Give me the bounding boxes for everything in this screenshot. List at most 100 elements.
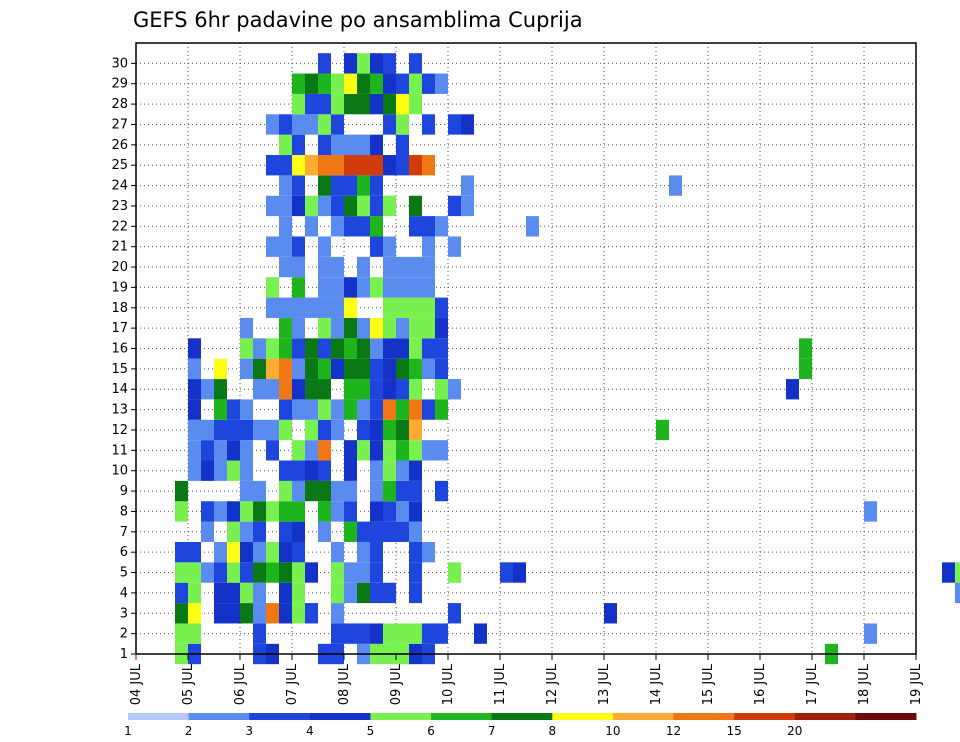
precip-cell (396, 460, 409, 481)
precip-cell (240, 603, 253, 624)
y-tick-label: 15 (111, 362, 128, 377)
precip-cell (370, 501, 383, 522)
precip-cell (279, 195, 292, 217)
precip-cell (240, 338, 253, 359)
x-tick-label: 12 JUL (545, 663, 560, 705)
precip-cell (422, 277, 435, 298)
colorbar-swatch (370, 713, 432, 720)
precip-cell (188, 623, 201, 644)
precip-cell (266, 114, 279, 135)
precip-cell (955, 582, 960, 604)
colorbar-label: 4 (306, 724, 314, 738)
precip-cell (396, 317, 409, 339)
precip-cell (370, 73, 383, 94)
precip-cell (279, 562, 292, 583)
precip-cell (383, 399, 396, 420)
precip-cell (383, 195, 396, 217)
precip-cell (240, 541, 253, 563)
precip-cell (292, 114, 305, 135)
precip-cell (344, 277, 357, 298)
precip-cell (227, 562, 240, 583)
colorbar-label: 5 (367, 724, 375, 738)
precip-cell (214, 562, 227, 583)
precip-cell (305, 155, 318, 176)
precip-cell (318, 399, 331, 420)
precip-cell (344, 562, 357, 583)
precip-cell (227, 460, 240, 481)
precip-cell (422, 73, 435, 94)
precip-cell (396, 501, 409, 522)
precip-cell (383, 155, 396, 176)
precip-cell (214, 440, 227, 461)
precip-cell (409, 256, 422, 278)
x-tick-label: 11 JUL (493, 663, 508, 705)
precip-cell (383, 317, 396, 339)
precip-cell (448, 236, 461, 257)
precip-cell (279, 358, 292, 380)
x-tick-label: 17 JUL (805, 663, 820, 705)
precip-cell (201, 419, 214, 441)
precip-cell (279, 317, 292, 339)
precip-cell (799, 338, 812, 359)
precip-cell (344, 317, 357, 339)
y-tick-label: 9 (120, 484, 128, 499)
precip-cell (331, 195, 344, 217)
precip-cell (279, 175, 292, 196)
precip-cell (331, 155, 344, 176)
precip-cell (253, 521, 266, 542)
precip-cell (305, 195, 318, 217)
precip-cell (331, 480, 344, 502)
precip-cell (279, 134, 292, 156)
precip-cell (253, 338, 266, 359)
precip-cell (175, 582, 188, 604)
precip-cell (318, 338, 331, 359)
precip-cell (318, 460, 331, 481)
precip-cell (292, 582, 305, 604)
precip-cell (305, 460, 318, 481)
precip-cell (461, 195, 474, 217)
precip-cell (292, 358, 305, 380)
precip-cell (331, 419, 344, 441)
x-tick-label: 08 JUL (337, 663, 352, 705)
precip-cell (318, 277, 331, 298)
colorbar-swatch (431, 713, 493, 720)
precip-cell (422, 236, 435, 257)
x-tick-label: 15 JUL (701, 663, 716, 705)
precip-cell (305, 562, 318, 583)
precip-cell (383, 440, 396, 461)
precip-cell (305, 297, 318, 318)
x-tick-label: 16 JUL (753, 663, 768, 705)
precip-cell (435, 399, 448, 420)
precip-cell (396, 256, 409, 278)
precip-cell (383, 480, 396, 502)
y-tick-label: 28 (111, 97, 128, 112)
precip-cell (188, 582, 201, 604)
precip-cell (448, 603, 461, 624)
precip-cell (318, 440, 331, 461)
precip-cell (331, 562, 344, 583)
precip-cell (409, 419, 422, 441)
precip-cell (370, 419, 383, 441)
precip-cell (188, 460, 201, 481)
y-tick-label: 30 (111, 56, 128, 71)
precip-cell (318, 53, 331, 74)
precip-cell (305, 603, 318, 624)
precip-cell (240, 317, 253, 339)
colorbar-label: 20 (787, 724, 802, 738)
precip-cell (448, 562, 461, 583)
precip-cell (175, 562, 188, 583)
precip-cell (201, 440, 214, 461)
precip-cell (383, 379, 396, 400)
precip-cell (318, 256, 331, 278)
precip-cell (214, 501, 227, 522)
precip-cell (227, 541, 240, 563)
precip-cell (422, 358, 435, 380)
precip-cell (201, 501, 214, 522)
y-tick-label: 10 (111, 464, 128, 479)
x-tick-label: 07 JUL (285, 663, 300, 705)
y-tick-label: 22 (111, 219, 128, 234)
precip-cell (370, 399, 383, 420)
precip-cell (383, 297, 396, 318)
precip-cell (422, 623, 435, 644)
precip-cell (292, 256, 305, 278)
